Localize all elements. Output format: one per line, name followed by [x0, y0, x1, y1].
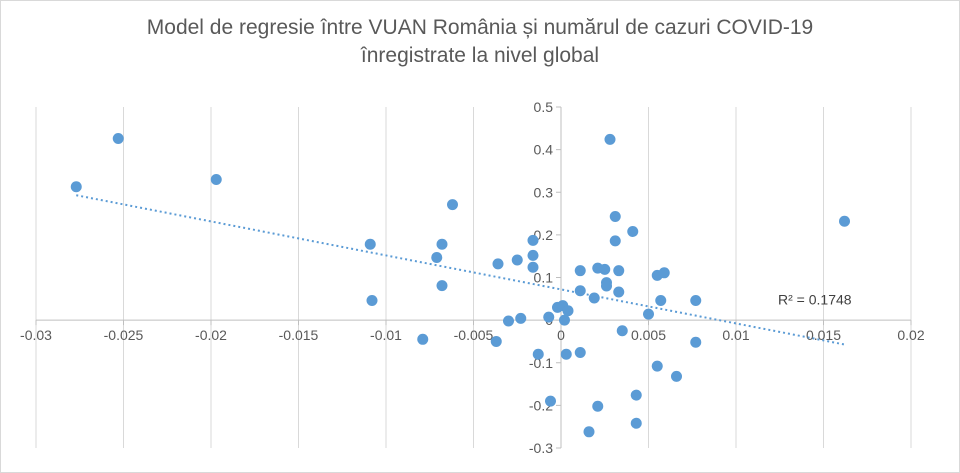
data-point	[562, 305, 574, 317]
data-point	[839, 215, 850, 227]
data-point	[527, 261, 539, 273]
x-tick-label: 0.015	[806, 327, 841, 343]
chart-title: Model de regresie între VUAN România și …	[0, 14, 960, 70]
data-points	[70, 133, 850, 438]
data-point	[436, 238, 448, 250]
x-tick-label: -0.015	[279, 327, 319, 343]
y-tick-label: 0.2	[534, 227, 554, 243]
y-tick-label: 0.4	[534, 142, 554, 158]
data-point	[543, 311, 555, 323]
data-point	[527, 234, 539, 246]
data-point	[613, 265, 625, 277]
data-point	[613, 286, 625, 298]
data-point	[658, 267, 670, 279]
x-tick-label: -0.03	[20, 327, 52, 343]
data-point	[599, 263, 611, 275]
x-tick-label: 0.01	[722, 327, 749, 343]
chart-title-line-1: Model de regresie între VUAN România și …	[146, 16, 814, 39]
trendline-group: R² = 0.1748	[76, 194, 852, 346]
y-tick-label: 0.3	[534, 184, 554, 200]
data-point	[609, 211, 621, 223]
x-tick-label: 0.02	[897, 327, 924, 343]
data-point	[690, 295, 702, 307]
data-point	[70, 181, 82, 193]
data-point	[616, 325, 628, 337]
gridlines	[35, 107, 912, 448]
data-point	[364, 238, 376, 250]
data-point	[527, 249, 539, 261]
y-tick-label: 0.1	[534, 270, 554, 286]
data-point	[651, 360, 663, 372]
trendline	[76, 194, 847, 346]
data-point	[560, 348, 572, 360]
data-point	[436, 280, 448, 292]
y-tick-label: 0.5	[534, 99, 554, 115]
x-tick-label: 0.005	[631, 327, 666, 343]
data-point	[592, 400, 604, 412]
data-point	[545, 395, 556, 407]
x-tick-label: 0	[557, 327, 565, 343]
data-point	[630, 417, 642, 429]
data-point	[112, 133, 124, 145]
y-tick-label: -0.3	[529, 440, 553, 456]
data-point	[511, 254, 523, 266]
data-point	[630, 389, 642, 401]
data-point	[671, 370, 682, 382]
data-point	[447, 199, 458, 211]
data-point	[583, 426, 595, 438]
data-point	[515, 312, 527, 324]
data-point	[609, 235, 621, 247]
x-tick-label: -0.025	[104, 327, 144, 343]
data-point	[601, 280, 612, 292]
r-squared-label: R² = 0.1748	[778, 291, 852, 307]
data-point	[559, 314, 570, 326]
data-point	[431, 251, 443, 263]
chart-title-line-2: înregistrate la nivel global	[360, 44, 600, 67]
data-point	[690, 336, 702, 348]
x-tick-label: -0.02	[195, 327, 227, 343]
data-point	[643, 308, 654, 320]
data-point	[503, 315, 514, 327]
x-tick-label: -0.005	[454, 327, 494, 343]
x-axis: -0.03 -0.025 -0.02 -0.015 -0.01 -0.005 0 0.005 0…	[20, 319, 925, 343]
data-point	[627, 225, 639, 237]
data-point	[532, 348, 544, 360]
y-axis: -0.3-0.2-0.100.10.20.30.40.5	[529, 99, 562, 456]
data-point	[492, 258, 504, 270]
data-point	[574, 285, 586, 297]
data-point	[655, 295, 667, 307]
data-point	[604, 133, 616, 145]
x-tick-label: -0.01	[370, 327, 402, 343]
data-point	[490, 335, 502, 347]
data-point	[366, 295, 378, 307]
data-point	[210, 173, 222, 185]
data-point	[417, 333, 429, 345]
data-point	[574, 347, 586, 359]
y-tick-label: -0.1	[529, 355, 553, 371]
data-point	[574, 265, 586, 277]
data-point	[588, 292, 600, 304]
